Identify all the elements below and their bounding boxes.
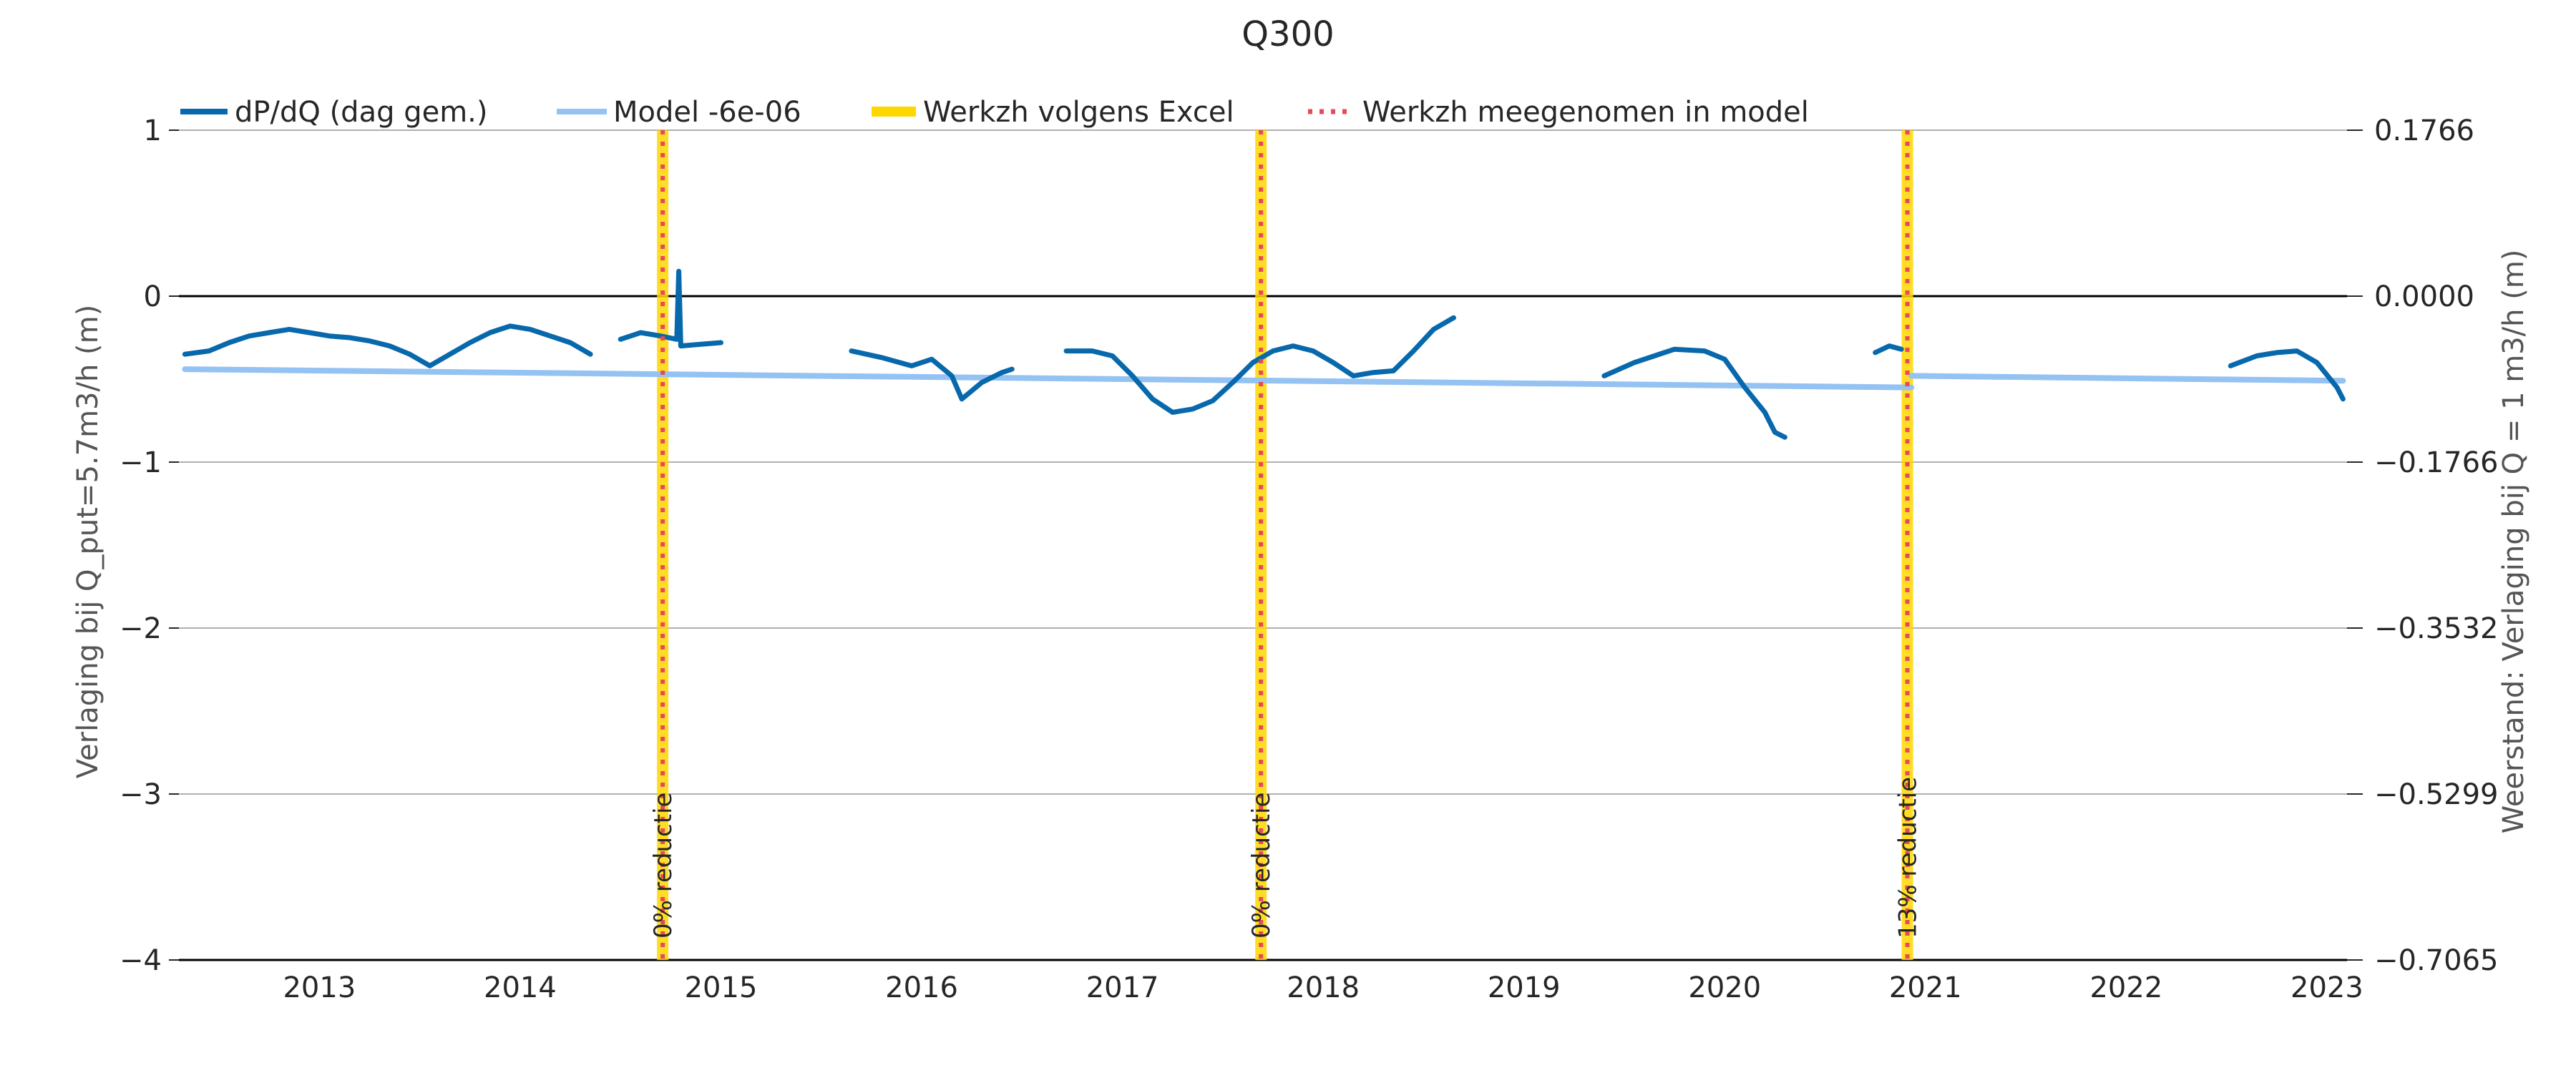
intervention-bands <box>657 130 1913 960</box>
model-line <box>182 366 1915 391</box>
intervention-label-group: 0% reductie <box>1247 793 1276 939</box>
y-tick-label-left: −4 <box>119 944 162 977</box>
x-tick-label: 2023 <box>2290 971 2363 1004</box>
intervention-labels: 0% reductie 0% reductie 13% reductie <box>649 777 1922 939</box>
x-tick-label: 2019 <box>1488 971 1561 1004</box>
x-tick-label: 2015 <box>685 971 758 1004</box>
series <box>182 268 2346 440</box>
dpdq-line <box>618 268 723 349</box>
x-tick-label: 2013 <box>283 971 356 1004</box>
y-tick-label-left: −1 <box>119 446 162 479</box>
y-tick-label-right: 0.1766 <box>2374 114 2474 147</box>
chart-title: Q300 <box>1241 14 1334 54</box>
y-tick-label-right: −0.5299 <box>2374 778 2498 811</box>
dpdq-line <box>1601 346 1787 440</box>
y-tick-label-left: −3 <box>119 778 162 811</box>
intervention-label-group: 13% reductie <box>1894 777 1923 939</box>
x-tick-label: 2016 <box>885 971 958 1004</box>
model-line <box>1908 373 2346 384</box>
intervention-label: 0% reductie <box>649 793 678 939</box>
dpdq-line <box>182 323 593 368</box>
y-axis-title-right: Weerstand: Verlaging bij Q = 1 m3/h (m) <box>2497 250 2530 834</box>
x-tick-label: 2022 <box>2089 971 2162 1004</box>
legend-label-model-intervention: Werkzh meegenomen in model <box>1362 96 1809 129</box>
dpdq-line <box>1873 343 1904 356</box>
legend: dP/dQ (dag gem.) Model -6e-06 Werkzh vol… <box>180 96 1809 129</box>
y-tick-label-right: −0.1766 <box>2374 446 2498 479</box>
y-tick-label-left: 1 <box>144 114 162 147</box>
y-tick-label-right: −0.7065 <box>2374 944 2498 977</box>
x-tick-label: 2014 <box>484 971 557 1004</box>
intervention-label: 13% reductie <box>1894 777 1923 939</box>
x-tick-label: 2018 <box>1287 971 1360 1004</box>
x-tick-label: 2020 <box>1688 971 1761 1004</box>
intervention-label-group: 0% reductie <box>649 793 678 939</box>
legend-label-model: Model -6e-06 <box>613 96 801 129</box>
legend-label-excel: Werkzh volgens Excel <box>923 96 1234 129</box>
y-tick-label-right: −0.3532 <box>2374 612 2498 645</box>
x-tick-label: 2017 <box>1086 971 1159 1004</box>
y-tick-label-left: 0 <box>144 280 162 313</box>
dpdq-line <box>2228 348 2346 402</box>
intervention-markers <box>660 130 1910 960</box>
ticks: 1 0 −1 −2 −3 −4 0.1766 0.0000 −0.1766 −0.3532 −0.5… <box>119 114 2498 1004</box>
dpdq-line <box>849 348 1015 402</box>
y-tick-label-right: 0.0000 <box>2374 280 2474 313</box>
y-axis-title-left: Verlaging bij Q_put=5.7m3/h (m) <box>72 305 104 778</box>
intervention-label: 0% reductie <box>1247 793 1276 939</box>
x-tick-label: 2021 <box>1889 971 1962 1004</box>
y-tick-label-left: −2 <box>119 612 162 645</box>
legend-label-dpdq: dP/dQ (dag gem.) <box>235 96 487 129</box>
dpdq-line <box>1063 315 1456 415</box>
